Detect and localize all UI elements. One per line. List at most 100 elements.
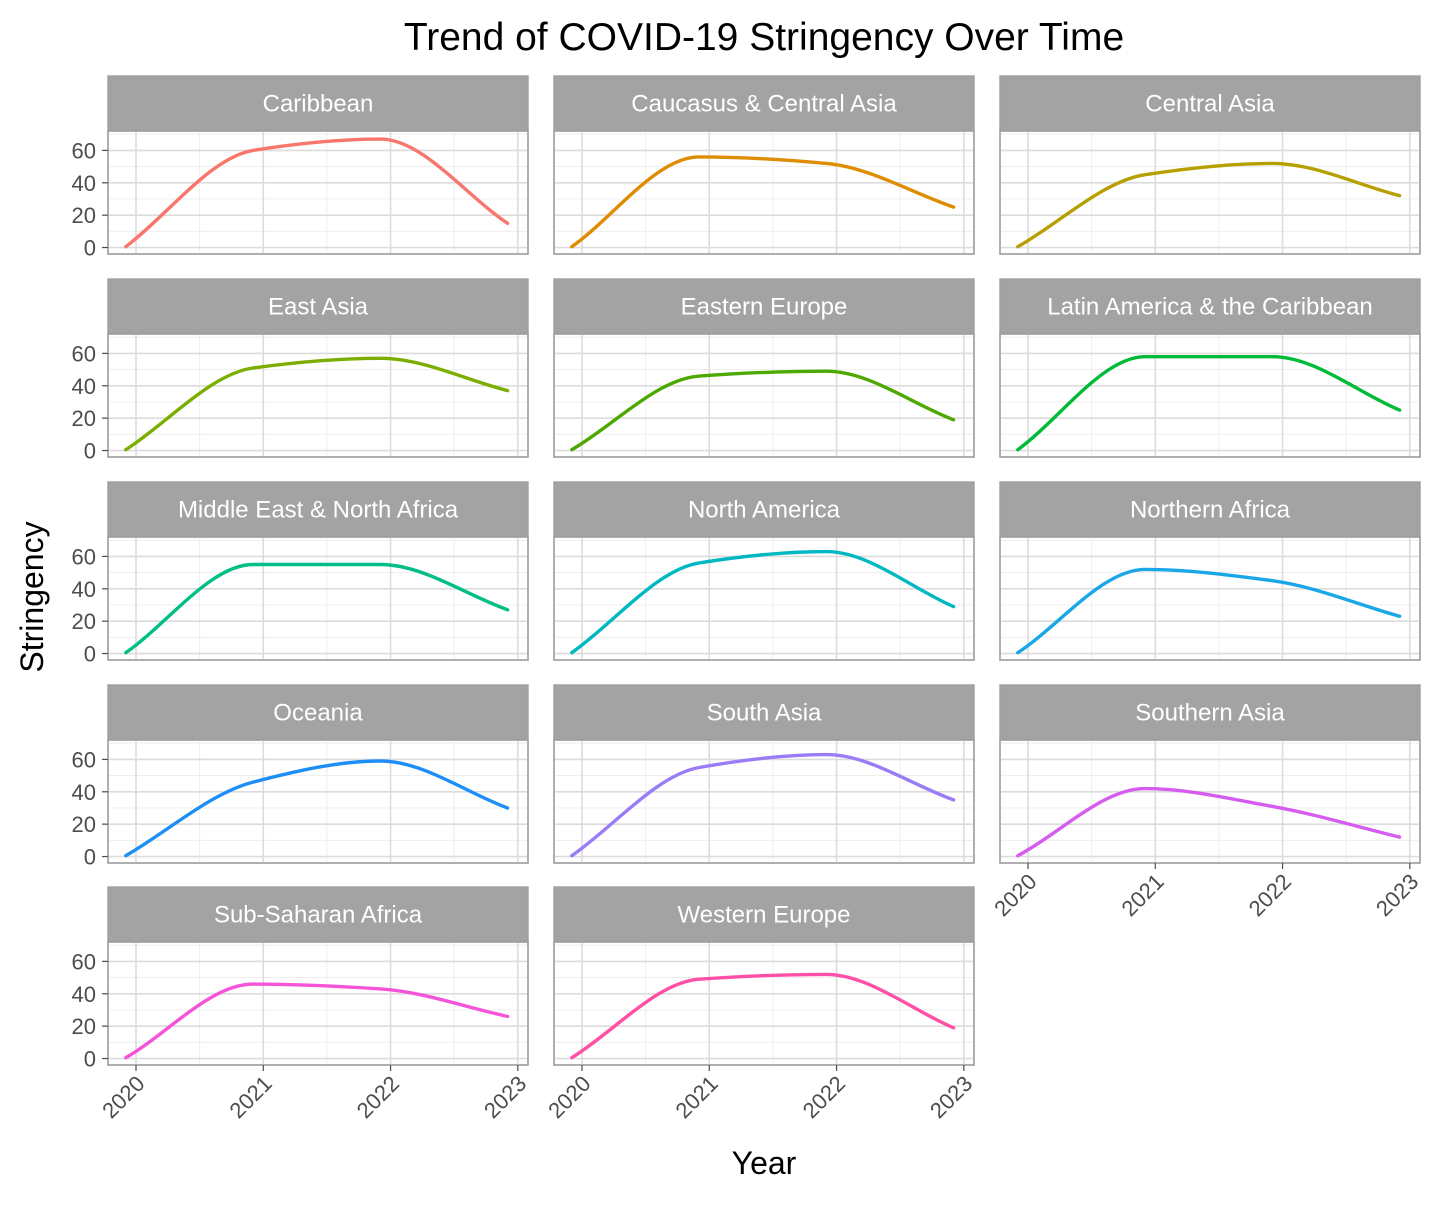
y-tick-label: 0 (84, 642, 96, 667)
panel-caucasus-and-central-asia: Caucasus & Central Asia (553, 75, 975, 255)
series-line-middle-east-and-north-africa (124, 562, 510, 655)
series-line-east-asia (124, 356, 510, 452)
y-axis-title: Stringency (14, 521, 50, 672)
panel-western-europe: Western Europe 2020 2021 2022 2023 (543, 886, 977, 1123)
y-tick-label: 60 (72, 341, 96, 366)
panel-frame-oceania (107, 739, 529, 864)
panel-east-asia: East Asia 0 20 40 60 (72, 278, 529, 464)
panel-background-sub-saharan-africa (107, 941, 529, 1066)
strip-label-oceania: Oceania (273, 700, 363, 727)
y-tick-label: 0 (84, 1047, 96, 1072)
y-tick-label: 20 (72, 1014, 96, 1039)
series-line-southern-asia (1016, 786, 1402, 858)
panel-frame-central-asia (999, 130, 1421, 255)
series-line-caribbean (124, 137, 510, 249)
panel-northern-africa: Northern Africa (999, 481, 1421, 661)
panel-background-south-asia (553, 739, 975, 864)
y-tick-label: 60 (72, 747, 96, 772)
panel-background-eastern-europe (553, 333, 975, 458)
panel-background-oceania (107, 739, 529, 864)
panel-frame-sub-saharan-africa (107, 941, 529, 1066)
strip-east-asia (107, 278, 529, 335)
series-line-western-europe (570, 972, 956, 1060)
y-tick-label: 20 (72, 812, 96, 837)
series-line-sub-saharan-africa (124, 982, 510, 1060)
strip-label-sub-saharan-africa: Sub-Saharan Africa (214, 902, 423, 929)
strip-label-middle-east-and-north-africa: Middle East & North Africa (178, 497, 459, 524)
series-line-northern-africa (1016, 567, 1402, 655)
y-tick-label: 20 (72, 203, 96, 228)
x-tick-label: 2021 (225, 1071, 277, 1123)
strip-central-asia (999, 75, 1421, 132)
y-tick-label: 60 (72, 138, 96, 163)
y-tick-label: 20 (72, 609, 96, 634)
series-line-south-asia (570, 752, 956, 858)
series-line-central-asia (1016, 161, 1402, 249)
strip-latin-america-and-the-caribbean (999, 278, 1421, 335)
strip-label-south-asia: South Asia (707, 700, 822, 727)
y-tick-label: 40 (72, 374, 96, 399)
x-tick-label: 2022 (798, 1071, 850, 1123)
x-tick-label: 2020 (543, 1071, 595, 1123)
series-line-caucasus-and-central-asia (570, 155, 956, 249)
strip-label-caribbean: Caribbean (263, 91, 374, 118)
y-tick-label: 40 (72, 577, 96, 602)
y-tick-label: 60 (72, 544, 96, 569)
series-line-latin-america-and-the-caribbean (1016, 354, 1402, 452)
strip-label-north-america: North America (688, 497, 841, 524)
panel-frame-southern-asia (999, 739, 1421, 864)
strip-label-east-asia: East Asia (268, 294, 369, 321)
panel-frame-eastern-europe (553, 333, 975, 458)
panel-background-latin-america-and-the-caribbean (999, 333, 1421, 458)
x-tick-label: 2023 (479, 1071, 531, 1123)
y-tick-label: 0 (84, 845, 96, 870)
strip-caribbean (107, 75, 529, 132)
x-tick-label: 2022 (1244, 869, 1296, 921)
strip-label-western-europe: Western Europe (678, 902, 851, 929)
strip-north-america (553, 481, 975, 538)
panel-frame-caucasus-and-central-asia (553, 130, 975, 255)
series-line-eastern-europe (570, 369, 956, 452)
panel-background-southern-asia (999, 739, 1421, 864)
panel-background-north-america (553, 536, 975, 661)
panel-background-caribbean (107, 130, 529, 255)
series-line-north-america (570, 549, 956, 655)
y-tick-label: 60 (72, 949, 96, 974)
panel-south-asia: South Asia (553, 684, 975, 864)
strip-label-southern-asia: Southern Asia (1135, 700, 1285, 727)
panel-southern-asia: Southern Asia 2020 2021 2022 2023 (989, 684, 1423, 921)
x-tick-label: 2021 (1117, 869, 1169, 921)
panel-background-central-asia (999, 130, 1421, 255)
strip-south-asia (553, 684, 975, 741)
strip-label-central-asia: Central Asia (1145, 91, 1275, 118)
panel-background-middle-east-and-north-africa (107, 536, 529, 661)
strip-label-latin-america-and-the-caribbean: Latin America & the Caribbean (1047, 294, 1373, 321)
panel-latin-america-and-the-caribbean: Latin America & the Caribbean (999, 278, 1421, 458)
panel-frame-south-asia (553, 739, 975, 864)
panel-north-america: North America (553, 481, 975, 661)
y-tick-label: 20 (72, 406, 96, 431)
panel-caribbean: Caribbean 0 20 40 60 (72, 75, 529, 261)
series-line-oceania (124, 759, 510, 858)
strip-sub-saharan-africa (107, 886, 529, 943)
panel-eastern-europe: Eastern Europe (553, 278, 975, 458)
x-tick-label: 2020 (97, 1071, 149, 1123)
panel-frame-east-asia (107, 333, 529, 458)
panel-central-asia: Central Asia (999, 75, 1421, 255)
panel-middle-east-and-north-africa: Middle East & North Africa 0 20 40 60 (72, 481, 529, 667)
y-tick-label: 0 (84, 236, 96, 261)
chart-title: Trend of COVID-19 Stringency Over Time (404, 16, 1124, 59)
x-tick-label: 2020 (989, 869, 1041, 921)
panel-frame-north-america (553, 536, 975, 661)
panel-oceania: Oceania 0 20 40 60 (72, 684, 529, 870)
strip-label-caucasus-and-central-asia: Caucasus & Central Asia (631, 91, 897, 118)
panel-background-western-europe (553, 941, 975, 1066)
y-tick-label: 40 (72, 171, 96, 196)
x-tick-label: 2023 (925, 1071, 977, 1123)
panel-frame-middle-east-and-north-africa (107, 536, 529, 661)
y-tick-label: 40 (72, 780, 96, 805)
panel-frame-caribbean (107, 130, 529, 255)
panel-frame-western-europe (553, 941, 975, 1066)
